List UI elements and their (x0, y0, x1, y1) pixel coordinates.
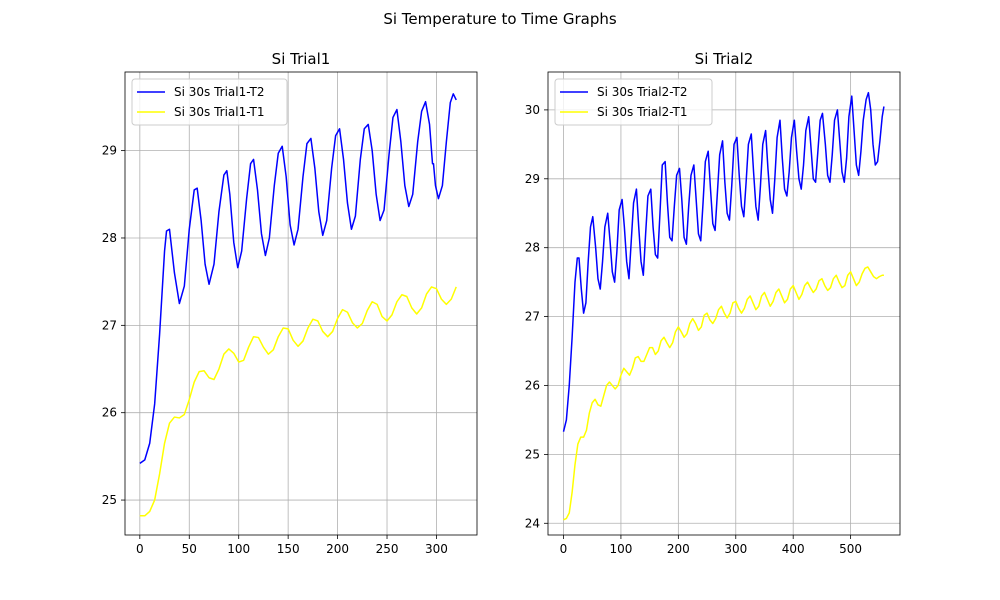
subplot-si-trial1: Si Trial1 0 50 100 150 200 250 300 25 26 27 28 29 Si … (102, 50, 478, 556)
axes-frame (124, 71, 478, 536)
y-tick-label: 27 (102, 318, 117, 332)
y-tick-label: 28 (525, 241, 540, 255)
legend: Si 30s Trial2-T2 Si 30s Trial2-T1 (554, 78, 713, 126)
legend-box (131, 78, 288, 126)
y-tick-label: 25 (525, 447, 540, 461)
y-tick-label: 26 (525, 378, 540, 392)
subplot-si-trial2: Si Trial2 0 100 200 300 400 500 24 25 26 27 28 29 30 S… (525, 50, 901, 556)
x-tick-label: 200 (667, 542, 690, 556)
series-line-t2 (139, 93, 457, 464)
legend-label: Si 30s Trial2-T2 (597, 85, 687, 99)
x-tick-label: 300 (425, 542, 448, 556)
axes-frame (547, 71, 901, 536)
legend-label: Si 30s Trial1-T1 (174, 105, 264, 119)
x-tick-label: 200 (326, 542, 349, 556)
x-tick-label: 0 (560, 542, 568, 556)
x-tick-label: 300 (724, 542, 747, 556)
x-tick-label: 500 (839, 542, 862, 556)
x-tick-label: 100 (227, 542, 250, 556)
y-tick-label: 27 (525, 310, 540, 324)
x-tick-label: 50 (182, 542, 197, 556)
legend: Si 30s Trial1-T2 Si 30s Trial1-T1 (131, 78, 288, 126)
x-tick-label: 250 (376, 542, 399, 556)
series-line-t1 (563, 266, 884, 521)
legend-label: Si 30s Trial2-T1 (597, 105, 687, 119)
y-tick-label: 24 (525, 516, 540, 530)
x-tick-label: 0 (136, 542, 144, 556)
figure-suptitle: Si Temperature to Time Graphs (383, 10, 617, 28)
y-tick-label: 25 (102, 493, 117, 507)
legend-box (554, 78, 713, 126)
y-tick-label: 26 (102, 406, 117, 420)
x-tick-label: 100 (609, 542, 632, 556)
x-tick-label: 400 (782, 542, 805, 556)
subplot-title: Si Trial1 (272, 50, 331, 68)
y-tick-label: 28 (102, 231, 117, 245)
series-line-t1 (139, 286, 457, 517)
legend-label: Si 30s Trial1-T2 (174, 85, 264, 99)
y-tick-label: 29 (525, 172, 540, 186)
y-tick-label: 29 (102, 144, 117, 158)
series-line-t2 (562, 91, 885, 432)
x-tick-label: 150 (277, 542, 300, 556)
subplot-title: Si Trial2 (695, 50, 754, 68)
y-tick-label: 30 (525, 103, 540, 117)
